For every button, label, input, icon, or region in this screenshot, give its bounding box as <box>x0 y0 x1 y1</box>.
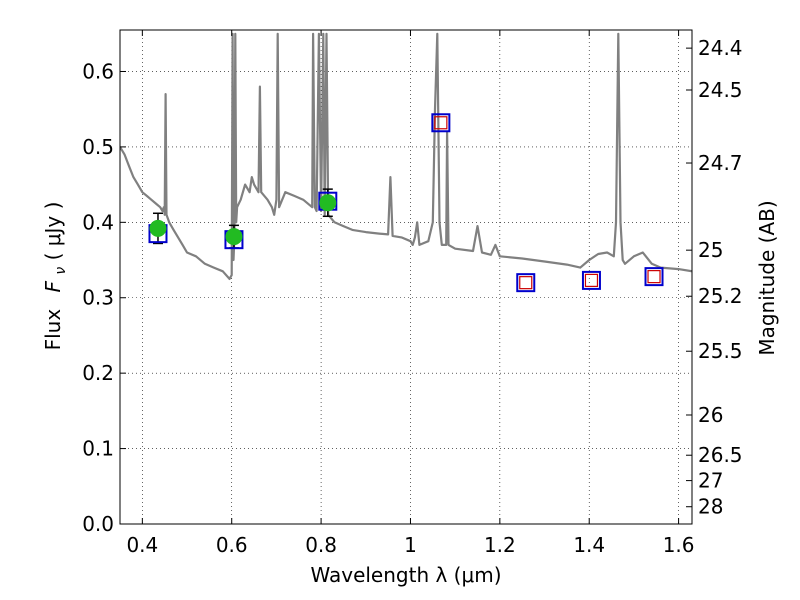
observed-flux-point <box>319 194 337 212</box>
plot-frame <box>119 29 693 525</box>
y-tick-label: 0.5 <box>82 135 114 159</box>
magnitude-tick-label: 28 <box>698 495 723 519</box>
predicted-flux-square <box>584 273 599 287</box>
predicted-flux-square <box>434 116 448 130</box>
grid-lines <box>120 30 692 525</box>
y-axis-label-units: ( μJy ) <box>41 202 65 261</box>
model-spectrum <box>120 32 692 280</box>
magnitude-tick-label: 25.2 <box>698 284 743 308</box>
y-tick-label: 0.6 <box>82 59 114 83</box>
magnitude-tick-label: 27 <box>698 469 723 493</box>
x-tick-label: 1 <box>404 533 417 557</box>
magnitude-tick-label: 24.7 <box>698 151 743 175</box>
predicted-flux-square <box>519 276 533 290</box>
y-tick-label: 0.4 <box>82 210 114 234</box>
x-tick-label: 1.4 <box>573 533 605 557</box>
spectrum-line <box>120 32 692 280</box>
model-flux-square <box>431 113 451 133</box>
y-tick-label: 0.2 <box>82 361 114 385</box>
x-tick-label: 1.2 <box>484 533 516 557</box>
y-axis-label-text: Flux <box>41 309 65 351</box>
x-axis-label: Wavelength λ (μm) <box>310 563 501 587</box>
y-tick-label: 0.0 <box>82 512 114 536</box>
flux-markers <box>148 113 664 293</box>
model-flux-square <box>516 273 536 293</box>
y-axis-label: Flux F ν ( μJy ) <box>41 202 70 351</box>
magnitude-tick-label: 24.5 <box>698 78 743 102</box>
magnitude-axis-label: Magnitude (AB) <box>755 200 779 355</box>
magnitude-tick-label: 25.5 <box>698 339 743 363</box>
model-flux-square <box>644 267 664 287</box>
magnitude-tick-label: 26 <box>698 403 723 427</box>
y-tick-label: 0.1 <box>82 437 114 461</box>
x-tick-label: 1.6 <box>663 533 695 557</box>
x-tick-label: 0.4 <box>126 533 158 557</box>
observed-flux-point <box>149 219 167 237</box>
y-axis-label-subscript: ν <box>53 267 69 275</box>
model-flux-square <box>581 270 601 290</box>
predicted-flux-square <box>647 270 661 284</box>
y-axis-ticks: 0.0 0.1 0.2 0.3 0.4 0.5 0.6 <box>82 59 126 536</box>
magnitude-tick-label: 24.4 <box>698 36 743 60</box>
x-tick-label: 0.6 <box>216 533 248 557</box>
x-axis-ticks: 0.4 0.6 0.8 1 1.2 1.4 1.6 <box>126 30 695 557</box>
magnitude-tick-label: 25 <box>698 238 723 262</box>
magnitude-tick-label: 26.5 <box>698 443 743 467</box>
y-tick-label: 0.3 <box>82 286 114 310</box>
observed-flux-point <box>225 228 243 246</box>
x-tick-label: 0.8 <box>305 533 337 557</box>
y-axis-label-symbol: F <box>41 280 65 292</box>
